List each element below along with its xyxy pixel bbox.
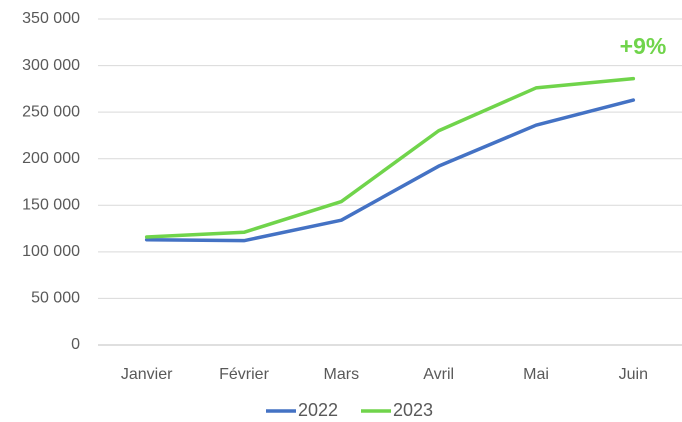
x-tick-label: Mai <box>523 366 549 383</box>
y-tick-label: 200 000 <box>22 150 80 167</box>
y-tick-label: 0 <box>71 336 80 353</box>
legend-label: 2023 <box>393 400 433 420</box>
y-tick-label: 50 000 <box>31 290 80 307</box>
legend-label: 2022 <box>298 400 338 420</box>
y-tick-label: 100 000 <box>22 243 80 260</box>
y-tick-label: 350 000 <box>22 10 80 27</box>
annotation: +9% <box>620 33 667 59</box>
y-tick-label: 300 000 <box>22 57 80 74</box>
x-tick-label: Juin <box>619 366 648 383</box>
x-tick-label: Mars <box>324 366 360 383</box>
line-series <box>144 98 636 243</box>
y-tick-label: 250 000 <box>22 103 80 120</box>
x-tick-label: Janvier <box>121 366 173 383</box>
x-tick-label: Février <box>219 366 269 383</box>
line-series <box>144 76 636 239</box>
x-tick-label: Avril <box>423 366 454 383</box>
y-tick-label: 150 000 <box>22 197 80 214</box>
